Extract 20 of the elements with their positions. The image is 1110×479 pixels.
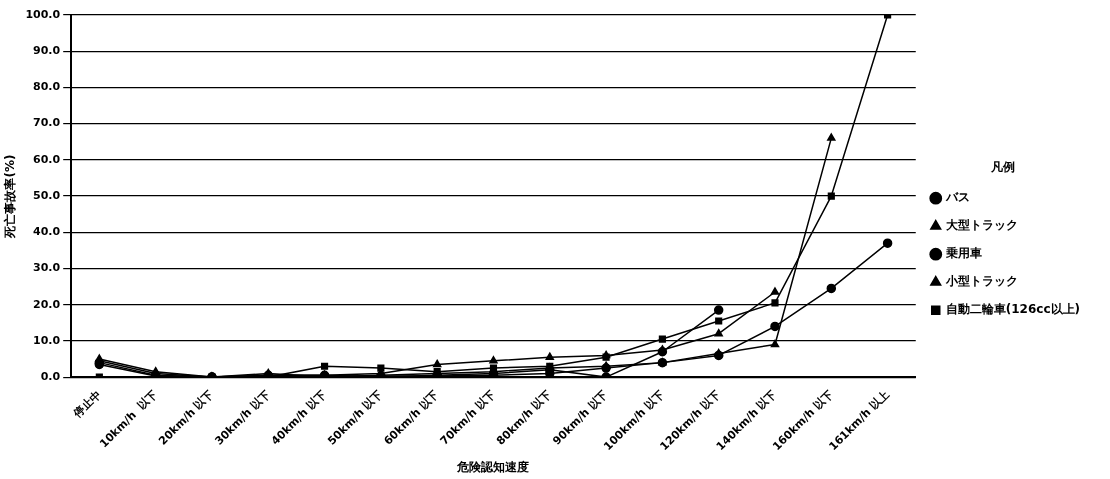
legend-label: 小型トラック <box>944 274 1018 289</box>
y-tick-label: 60.0 <box>33 152 61 166</box>
x-axis-title: 危険認知速度 <box>456 459 530 474</box>
y-tick-label: 20.0 <box>33 297 61 311</box>
legend-label: 自動二輪車(126cc以上) <box>945 302 1081 317</box>
y-tick-label: 50.0 <box>33 188 61 202</box>
y-axis-title: 死亡事故率(%) <box>3 154 18 239</box>
y-tick-label: 70.0 <box>33 116 61 130</box>
x-tick-label: 停止中 <box>70 387 104 421</box>
y-tick-label: 30.0 <box>33 261 61 275</box>
legend-title: 凡例 <box>989 159 1015 174</box>
y-tick-label: 80.0 <box>33 80 61 94</box>
y-tick-label: 10.0 <box>33 333 61 347</box>
y-tick-label: 100.0 <box>25 7 61 21</box>
y-tick-label: 40.0 <box>33 225 61 239</box>
y-tick-label: 0.0 <box>40 369 61 383</box>
y-tick-label: 90.0 <box>33 44 61 58</box>
legend-label: 大型トラック <box>945 218 1018 233</box>
legend-label: バス <box>944 190 970 205</box>
legend-label: 乗用車 <box>944 246 982 261</box>
